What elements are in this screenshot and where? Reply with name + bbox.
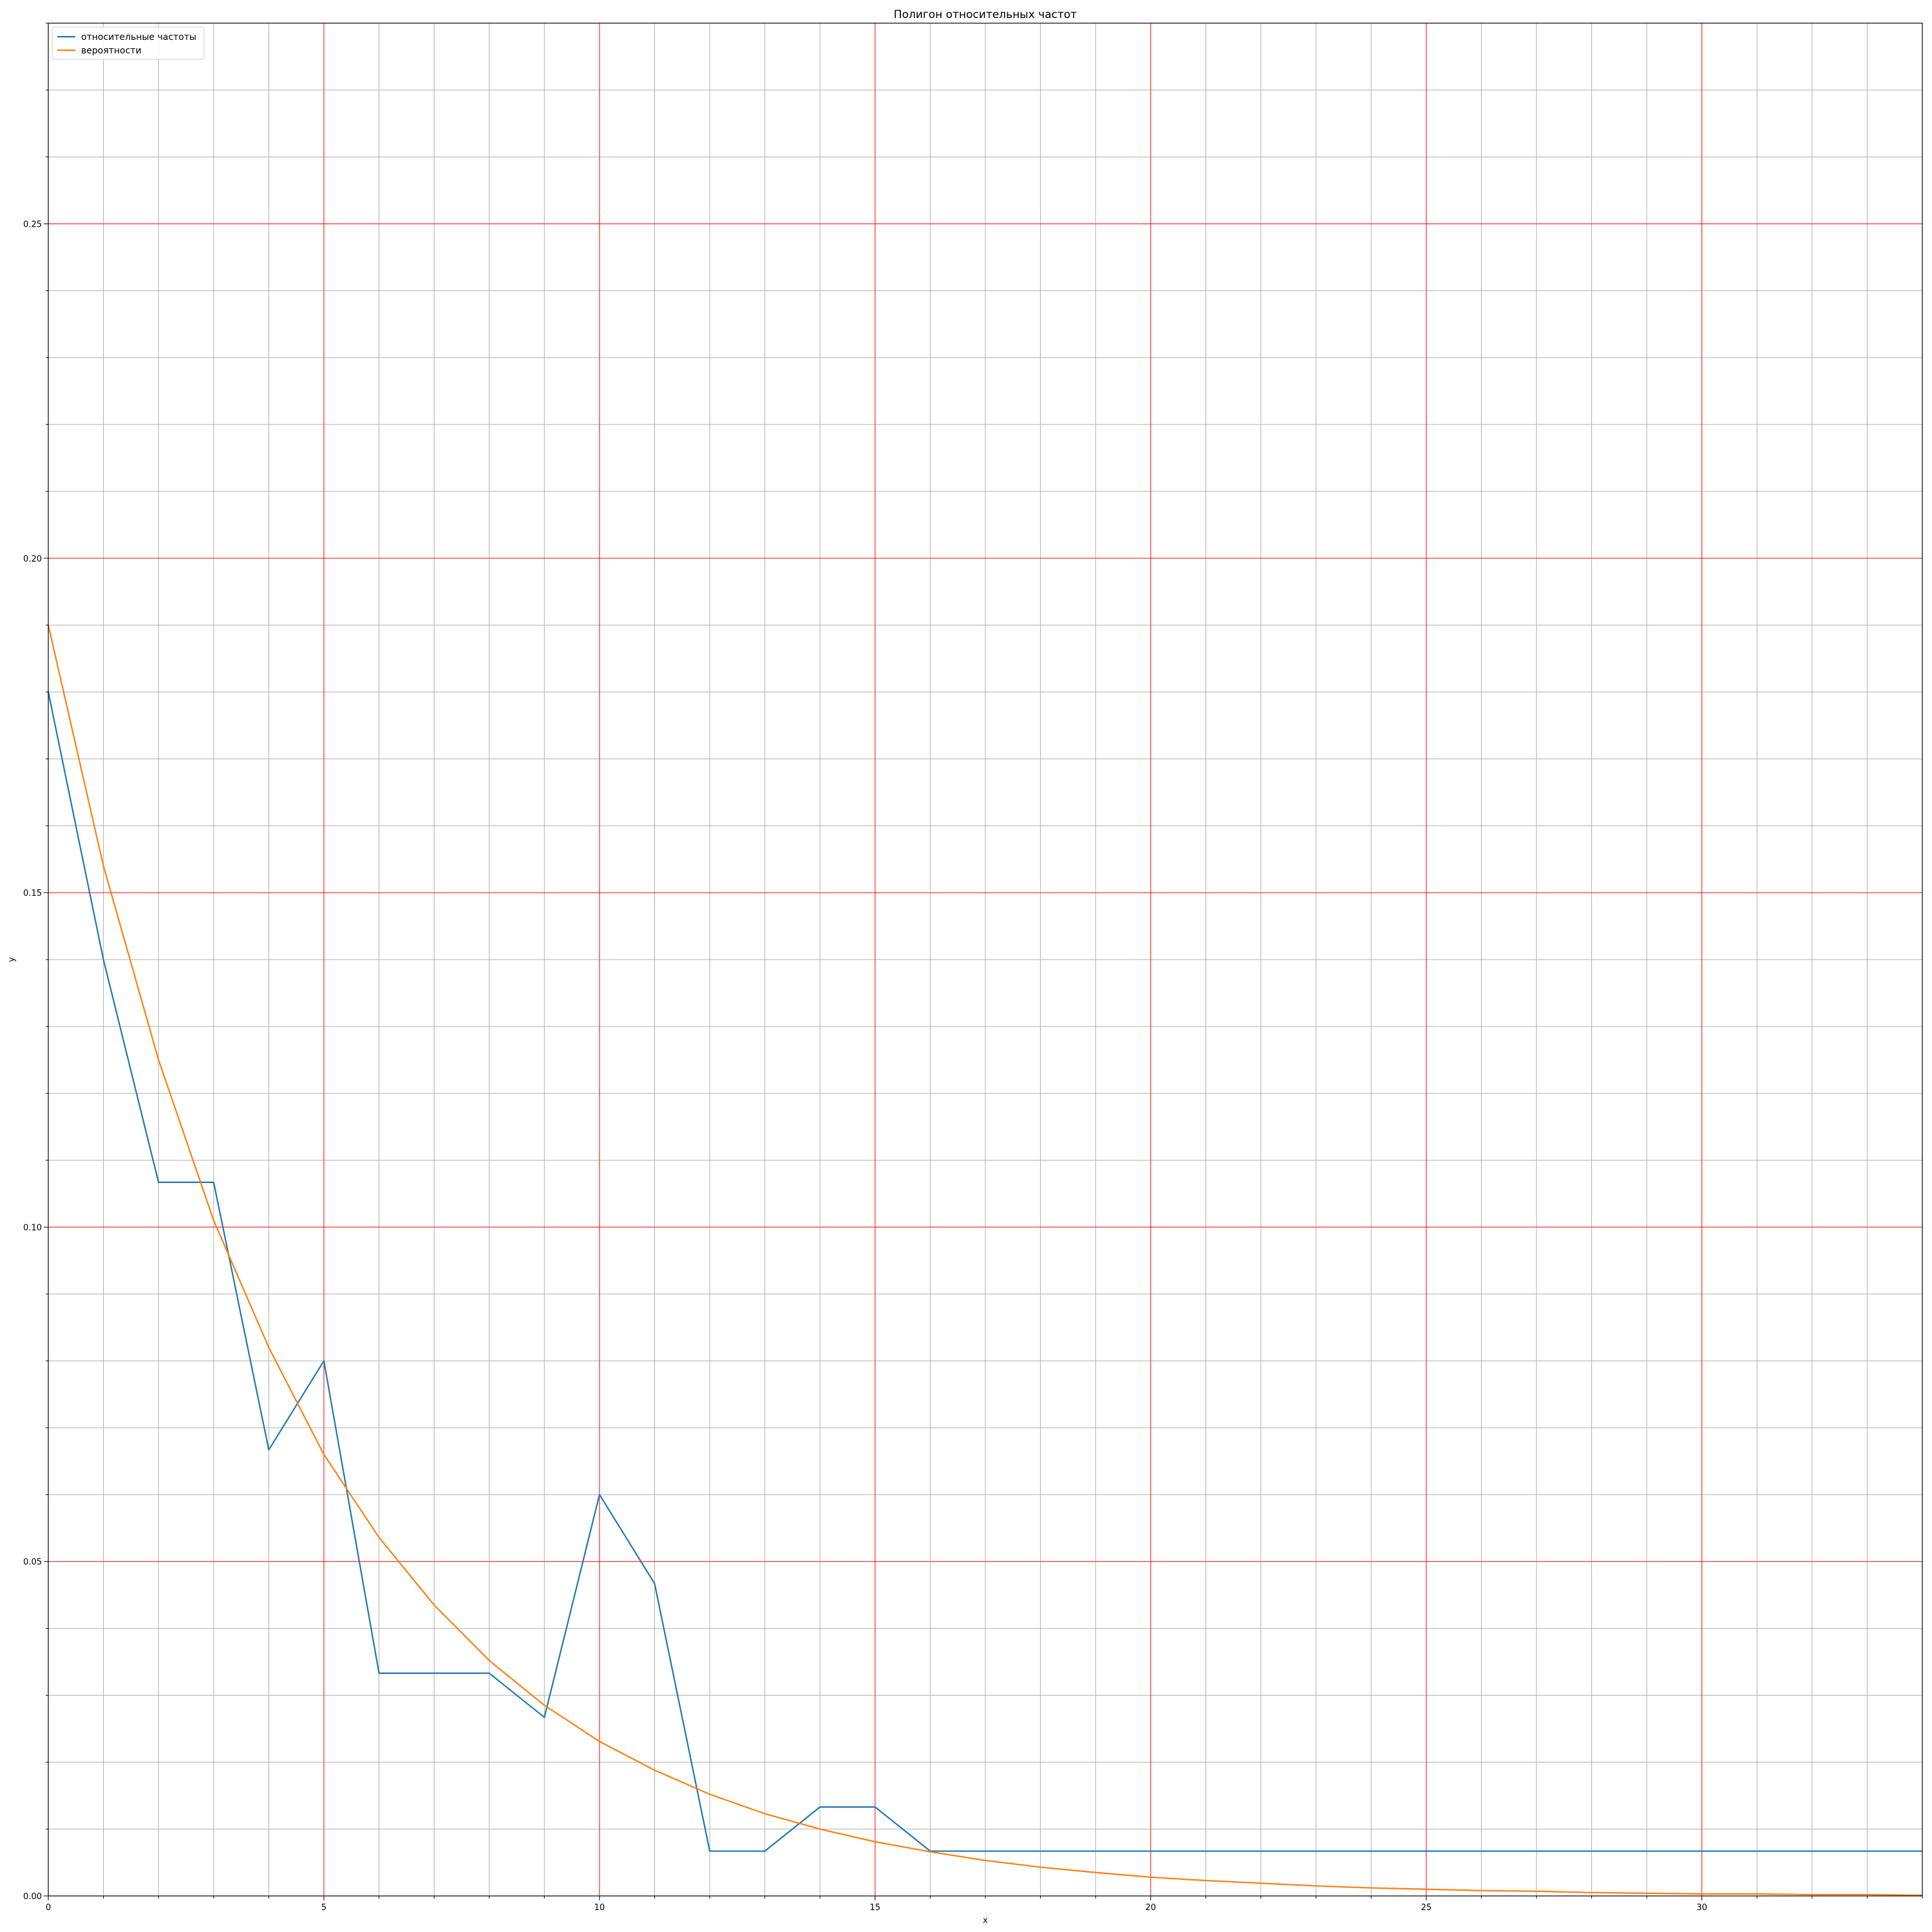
tick-labels: 0 5 10 15 20 25 30 0.00 0.05 0.10 0.15 0.20 0.25 <box>23 220 1707 1913</box>
y-tick-label: 0.20 <box>23 554 42 564</box>
x-tick-label: 15 <box>870 1903 881 1913</box>
legend: относительные частоты вероятности <box>52 26 205 60</box>
y-axis-label: y <box>7 957 17 962</box>
x-tick-label: 20 <box>1145 1903 1156 1913</box>
series-layer <box>47 625 1923 1897</box>
minor-grid <box>48 23 1923 1896</box>
series-line-1 <box>47 692 1922 1852</box>
chart-title: Полигон относительных частот <box>894 8 1077 21</box>
y-tick-label: 0.10 <box>23 1223 42 1233</box>
x-tick-label: 10 <box>594 1903 605 1913</box>
legend-label: вероятности <box>81 46 142 56</box>
legend-label: относительные частоты <box>81 32 196 43</box>
legend-box <box>52 26 205 60</box>
tick-marks <box>44 23 1923 1900</box>
x-axis-label: x <box>983 1916 988 1926</box>
major-grid <box>48 23 1922 1897</box>
y-tick-label: 0.15 <box>23 889 42 898</box>
y-tick-label: 0.25 <box>23 220 42 230</box>
series-line-2 <box>47 625 1923 1897</box>
x-tick-label: 25 <box>1421 1903 1432 1913</box>
x-tick-label: 5 <box>321 1903 327 1913</box>
y-tick-label: 0.00 <box>23 1892 42 1902</box>
x-tick-label: 30 <box>1696 1903 1707 1913</box>
y-tick-label: 0.05 <box>23 1558 42 1567</box>
x-tick-label: 0 <box>46 1903 51 1913</box>
